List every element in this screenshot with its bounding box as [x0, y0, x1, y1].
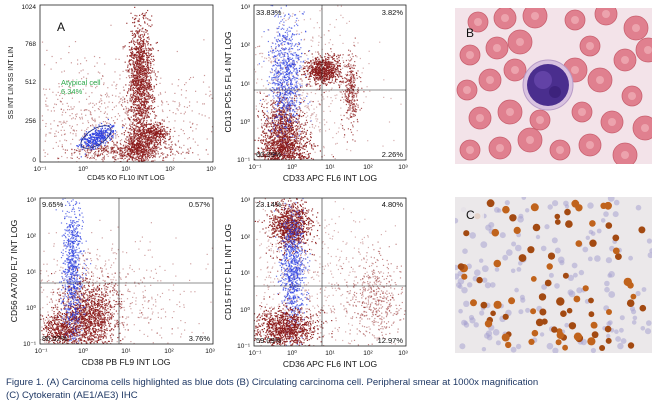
quadrant-d-bottom-left: 59.09%: [256, 336, 282, 345]
y-tick-b-3: 10¹: [241, 81, 251, 88]
y-axis-label-a: SS INT LIN SS INT LIN: [8, 47, 15, 120]
y-tick-a-0: 0: [32, 157, 36, 164]
x-tick-d-3: 10¹: [325, 350, 335, 357]
plot-a-frame: [39, 4, 214, 163]
x-tick-c-3: 10¹: [121, 348, 131, 355]
y-tick-d-1: 10³: [241, 197, 251, 204]
caption-line-2: (C) Cytokeratin (AE1/AE3) IHC: [6, 390, 138, 401]
plot-b-frame: [253, 4, 407, 161]
quadrant-d-top-left: 23.14%: [256, 200, 282, 209]
y-tick-b-2: 10²: [241, 42, 251, 49]
x-tick-c-2: 10⁰: [78, 347, 88, 355]
red-blood-cells: [456, 8, 652, 164]
y-tick-b-4: 10⁰: [240, 118, 250, 126]
y-tick-c-5: 10⁻¹: [23, 341, 37, 348]
y-tick-d-4: 10⁰: [240, 306, 250, 314]
quadrant-b-top-right: 3.82%: [382, 8, 404, 17]
quadrant-c-top-right: 0.57%: [189, 200, 211, 209]
micrograph-peripheral-smear: B: [455, 8, 652, 164]
y-tick-d-2: 10²: [241, 234, 251, 241]
panel-label-c: C: [466, 208, 475, 222]
x-tick-d-1: 10⁻¹: [249, 350, 263, 357]
carcinoma-cell: [522, 59, 574, 111]
y-tick-c-2: 10²: [27, 233, 37, 240]
events-c: [40, 198, 213, 344]
x-tick-d-2: 10⁰: [287, 349, 297, 357]
quadrant-b-top-left: 33.83%: [256, 8, 282, 17]
quadrant-d-bottom-right: 12.97%: [378, 336, 404, 345]
x-tick-c-5: 10³: [205, 348, 215, 355]
panel-label-b: B: [466, 26, 474, 40]
x-tick-a-4: 10²: [165, 166, 175, 173]
gate-percent: 6.34%: [61, 87, 83, 96]
y-tick-b-5: 10⁻¹: [237, 157, 251, 164]
y-tick-c-4: 10⁰: [26, 304, 36, 312]
x-tick-b-1: 10⁻¹: [249, 164, 263, 171]
x-tick-b-5: 10³: [398, 164, 408, 171]
x-axis-label-b: CD33 APC FL6 INT LOG: [283, 173, 377, 183]
y-tick-b-1: 10³: [241, 4, 251, 11]
y-axis-label-d: CD15 FITC FL1 INT LOG: [223, 224, 233, 320]
x-tick-a-1: 10⁻¹: [34, 166, 48, 173]
y-tick-a-256: 256: [25, 118, 36, 125]
y-tick-d-5: 10⁻¹: [237, 343, 251, 350]
ihc-cells: [455, 197, 652, 353]
y-tick-d-3: 10¹: [241, 270, 251, 277]
quadrant-d-top-right: 4.80%: [382, 200, 404, 209]
x-axis-label-c: CD38 PB FL9 INT LOG: [82, 357, 171, 367]
scatter-plot-c: 9.65% 0.57% 86.02% 3.76% 10³ 10² 10¹ 10⁰…: [9, 197, 216, 367]
events-a: [40, 6, 213, 162]
x-tick-a-2: 10⁰: [78, 165, 88, 173]
x-tick-b-4: 10²: [363, 164, 373, 171]
x-tick-a-5: 10³: [206, 166, 216, 173]
scatter-plot-b: 33.83% 3.82% 60.09% 2.26% 10³ 10² 10¹ 10…: [223, 4, 409, 183]
micrograph-cytokeratin-ihc: C: [455, 197, 652, 353]
panel-label-a: A: [57, 20, 65, 34]
y-axis-label-b: CD13 PC5.5 FL4 INT LOG: [223, 32, 233, 133]
events-b: [254, 5, 402, 160]
quadrant-c-top-left: 9.65%: [42, 200, 64, 209]
scatter-plot-d: 23.14% 4.80% 59.09% 12.97% 10³ 10² 10¹ 1…: [223, 197, 409, 369]
quadrant-b-bottom-left: 60.09%: [256, 150, 282, 159]
y-tick-a-512: 512: [25, 79, 36, 86]
figure-caption: Figure 1. (A) Carcinoma cells highlighte…: [6, 376, 656, 402]
x-tick-d-5: 10³: [398, 350, 408, 357]
x-tick-c-4: 10²: [164, 348, 174, 355]
x-tick-a-3: 10¹: [121, 166, 131, 173]
x-tick-b-2: 10⁰: [287, 163, 297, 171]
plot-d-frame: [253, 197, 407, 347]
quadrant-b-bottom-right: 2.26%: [382, 150, 404, 159]
y-tick-a-768: 768: [25, 41, 36, 48]
quadrant-c-bottom-left: 86.02%: [42, 334, 68, 343]
x-tick-b-3: 10¹: [325, 164, 335, 171]
y-axis-label-c: CD56 AA700 FL7 INT LOG: [9, 220, 19, 322]
x-tick-c-1: 10⁻¹: [35, 348, 49, 355]
x-axis-label-d: CD36 APC FL6 INT LOG: [283, 359, 377, 369]
y-tick-a-1024: 1024: [22, 4, 37, 11]
caption-line-1: Figure 1. (A) Carcinoma cells highlighte…: [6, 377, 539, 388]
atypical-cell-gate: [80, 125, 112, 149]
x-tick-d-4: 10²: [363, 350, 373, 357]
scatter-plot-a: A Atypical cell 6.34% 1024 768 512 256 0…: [8, 4, 217, 182]
quadrant-c-bottom-right: 3.76%: [189, 334, 211, 343]
plot-c-frame: [39, 197, 214, 345]
y-tick-c-1: 10³: [27, 197, 37, 204]
y-tick-c-3: 10¹: [27, 269, 37, 276]
x-axis-label-a: CD45 KO FL10 INT LOG: [87, 175, 165, 182]
gate-label: Atypical cell: [61, 78, 101, 87]
